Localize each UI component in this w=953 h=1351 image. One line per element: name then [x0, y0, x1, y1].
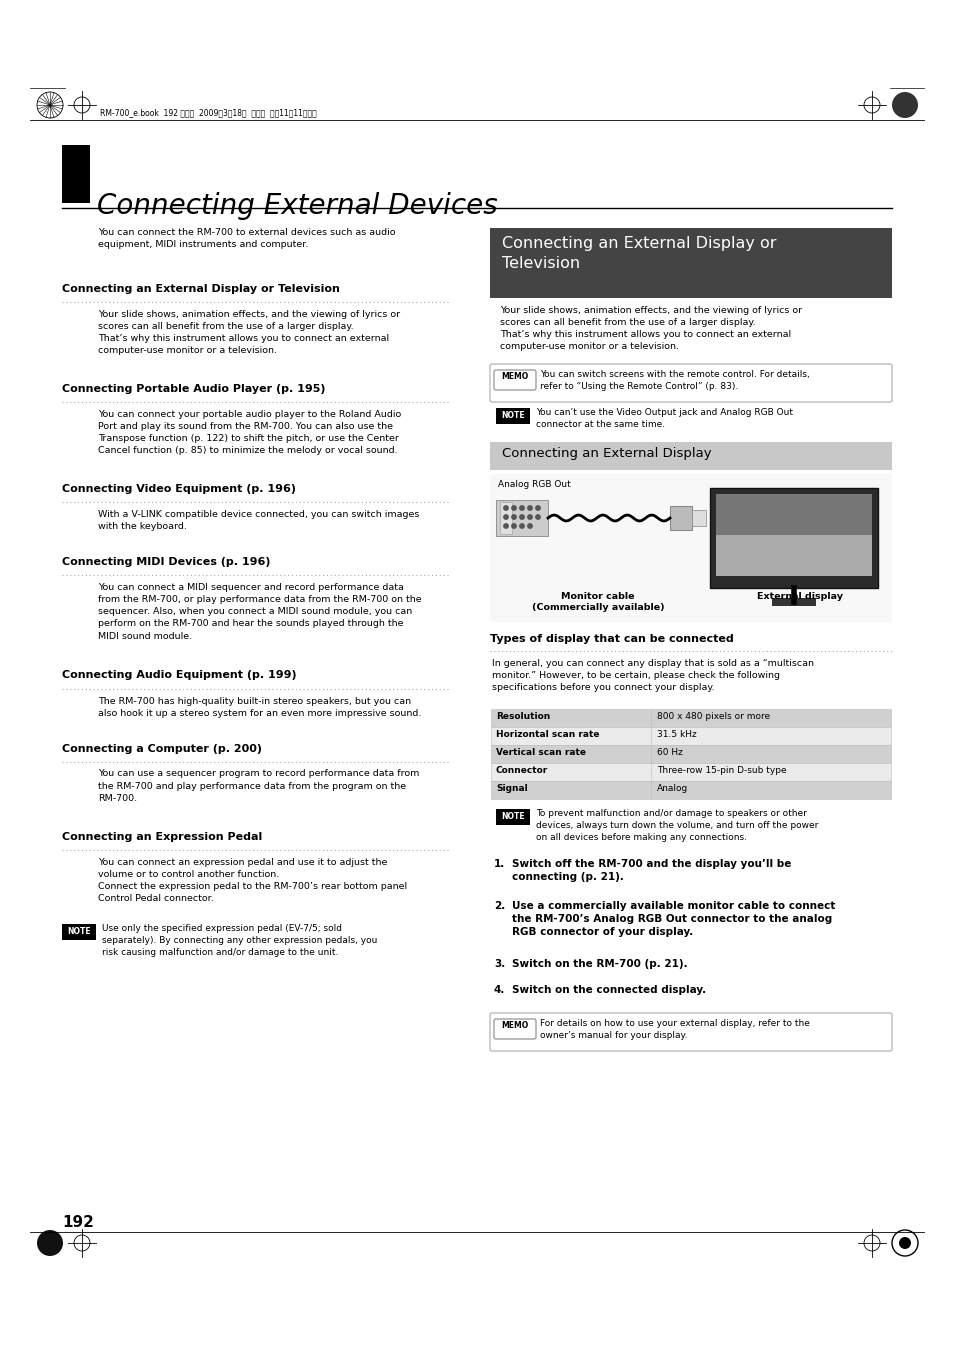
Circle shape: [503, 524, 508, 528]
Text: Connecting Audio Equipment (p. 199): Connecting Audio Equipment (p. 199): [62, 670, 296, 681]
Text: Switch on the RM-700 (p. 21).: Switch on the RM-700 (p. 21).: [512, 959, 687, 969]
Text: Three-row 15-pin D-sub type: Three-row 15-pin D-sub type: [657, 766, 786, 775]
Bar: [491, 727, 890, 744]
Text: You can use a sequencer program to record performance data from
the RM-700 and p: You can use a sequencer program to recor…: [98, 770, 419, 802]
Bar: [669, 507, 691, 530]
Bar: [496, 408, 530, 424]
Bar: [490, 474, 891, 621]
Text: You can connect an expression pedal and use it to adjust the
volume or to contro: You can connect an expression pedal and …: [98, 858, 407, 904]
Text: For details on how to use your external display, refer to the
owner’s manual for: For details on how to use your external …: [539, 1019, 809, 1040]
Circle shape: [527, 515, 532, 519]
Text: Resolution: Resolution: [496, 712, 550, 721]
Text: NOTE: NOTE: [67, 927, 91, 936]
Bar: [716, 494, 871, 576]
Text: To prevent malfunction and/or damage to speakers or other
devices, always turn d: To prevent malfunction and/or damage to …: [536, 809, 818, 842]
Text: Vertical scan rate: Vertical scan rate: [496, 748, 585, 757]
Text: 31.5 kHz: 31.5 kHz: [657, 730, 696, 739]
Text: Connecting a Computer (p. 200): Connecting a Computer (p. 200): [62, 743, 262, 754]
Text: Connecting an External Display: Connecting an External Display: [501, 447, 711, 459]
Text: Connecting Video Equipment (p. 196): Connecting Video Equipment (p. 196): [62, 484, 295, 494]
Circle shape: [511, 505, 516, 511]
Text: 2.: 2.: [494, 901, 505, 911]
Text: You can connect a MIDI sequencer and record performance data
from the RM-700, or: You can connect a MIDI sequencer and rec…: [98, 584, 421, 640]
Circle shape: [527, 524, 532, 528]
Text: Connecting MIDI Devices (p. 196): Connecting MIDI Devices (p. 196): [62, 557, 271, 567]
Text: 60 Hz: 60 Hz: [657, 748, 682, 757]
Text: With a V-LINK compatible device connected, you can switch images
with the keyboa: With a V-LINK compatible device connecte…: [98, 509, 419, 531]
Text: 3.: 3.: [494, 959, 505, 969]
Text: NOTE: NOTE: [500, 411, 524, 420]
Circle shape: [519, 515, 523, 519]
Text: You can connect your portable audio player to the Roland Audio
Port and play its: You can connect your portable audio play…: [98, 409, 401, 455]
Text: You can’t use the Video Output jack and Analog RGB Out
connector at the same tim: You can’t use the Video Output jack and …: [536, 408, 792, 428]
Circle shape: [503, 515, 508, 519]
Text: Your slide shows, animation effects, and the viewing of lyrics or
scores can all: Your slide shows, animation effects, and…: [499, 305, 801, 351]
Text: Your slide shows, animation effects, and the viewing of lyrics or
scores can all: Your slide shows, animation effects, and…: [98, 309, 399, 355]
Text: The RM-700 has high-quality built-in stereo speakers, but you can
also hook it u: The RM-700 has high-quality built-in ste…: [98, 697, 421, 717]
Text: 1.: 1.: [494, 859, 505, 869]
Circle shape: [891, 92, 917, 118]
Text: RM-700_e.book  192 ページ  2009年3月18日  水曜日  午前11時11時５分: RM-700_e.book 192 ページ 2009年3月18日 水曜日 午前1…: [100, 108, 316, 118]
Bar: [499, 503, 512, 534]
Text: Connector: Connector: [496, 766, 548, 775]
Text: You can switch screens with the remote control. For details,
refer to “Using the: You can switch screens with the remote c…: [539, 370, 809, 390]
Circle shape: [519, 524, 523, 528]
Text: Switch off the RM-700 and the display you’ll be
connecting (p. 21).: Switch off the RM-700 and the display yo…: [512, 859, 791, 882]
Circle shape: [37, 1229, 63, 1256]
Bar: [62, 145, 90, 203]
Text: Connecting an Expression Pedal: Connecting an Expression Pedal: [62, 832, 262, 842]
Text: 800 x 480 pixels or more: 800 x 480 pixels or more: [657, 712, 769, 721]
Text: Connecting Portable Audio Player (p. 195): Connecting Portable Audio Player (p. 195…: [62, 384, 325, 394]
Text: In general, you can connect any display that is sold as a “multiscan
monitor.” H: In general, you can connect any display …: [492, 659, 813, 692]
Bar: [691, 509, 705, 526]
Text: Switch on the connected display.: Switch on the connected display.: [512, 985, 705, 994]
Text: Connecting External Devices: Connecting External Devices: [97, 192, 497, 220]
Circle shape: [511, 515, 516, 519]
Circle shape: [503, 505, 508, 511]
Text: Signal: Signal: [496, 784, 527, 793]
Bar: [496, 809, 530, 825]
Text: External display: External display: [757, 592, 842, 601]
Text: Analog RGB Out: Analog RGB Out: [497, 480, 570, 489]
Text: You can connect the RM-700 to external devices such as audio
equipment, MIDI ins: You can connect the RM-700 to external d…: [98, 228, 395, 249]
Circle shape: [536, 515, 539, 519]
Text: Horizontal scan rate: Horizontal scan rate: [496, 730, 598, 739]
Text: Use only the specified expression pedal (EV-7/5; sold
separately). By connecting: Use only the specified expression pedal …: [102, 924, 377, 957]
Bar: [491, 744, 890, 763]
Bar: [709, 488, 877, 588]
Text: NOTE: NOTE: [500, 812, 524, 821]
Bar: [490, 228, 891, 299]
Bar: [490, 442, 891, 470]
Circle shape: [519, 505, 523, 511]
Circle shape: [536, 505, 539, 511]
Text: Monitor cable
(Commercially available): Monitor cable (Commercially available): [531, 592, 663, 612]
Bar: [62, 924, 96, 940]
Circle shape: [511, 524, 516, 528]
Text: Use a commercially available monitor cable to connect
the RM-700’s Analog RGB Ou: Use a commercially available monitor cab…: [512, 901, 835, 938]
Bar: [491, 781, 890, 798]
Bar: [491, 763, 890, 781]
Bar: [716, 494, 871, 535]
Bar: [771, 598, 815, 607]
Circle shape: [898, 1238, 910, 1250]
Text: 192: 192: [62, 1215, 93, 1229]
Bar: [496, 500, 547, 536]
Text: Connecting an External Display or Television: Connecting an External Display or Televi…: [62, 284, 339, 295]
Text: Connecting an External Display or
Television: Connecting an External Display or Televi…: [501, 236, 776, 270]
Text: 4.: 4.: [494, 985, 505, 994]
Bar: [491, 709, 890, 727]
Text: MEMO: MEMO: [501, 1021, 528, 1029]
Text: Types of display that can be connected: Types of display that can be connected: [490, 634, 733, 644]
Circle shape: [527, 505, 532, 511]
Text: MEMO: MEMO: [501, 372, 528, 381]
Text: Analog: Analog: [657, 784, 687, 793]
